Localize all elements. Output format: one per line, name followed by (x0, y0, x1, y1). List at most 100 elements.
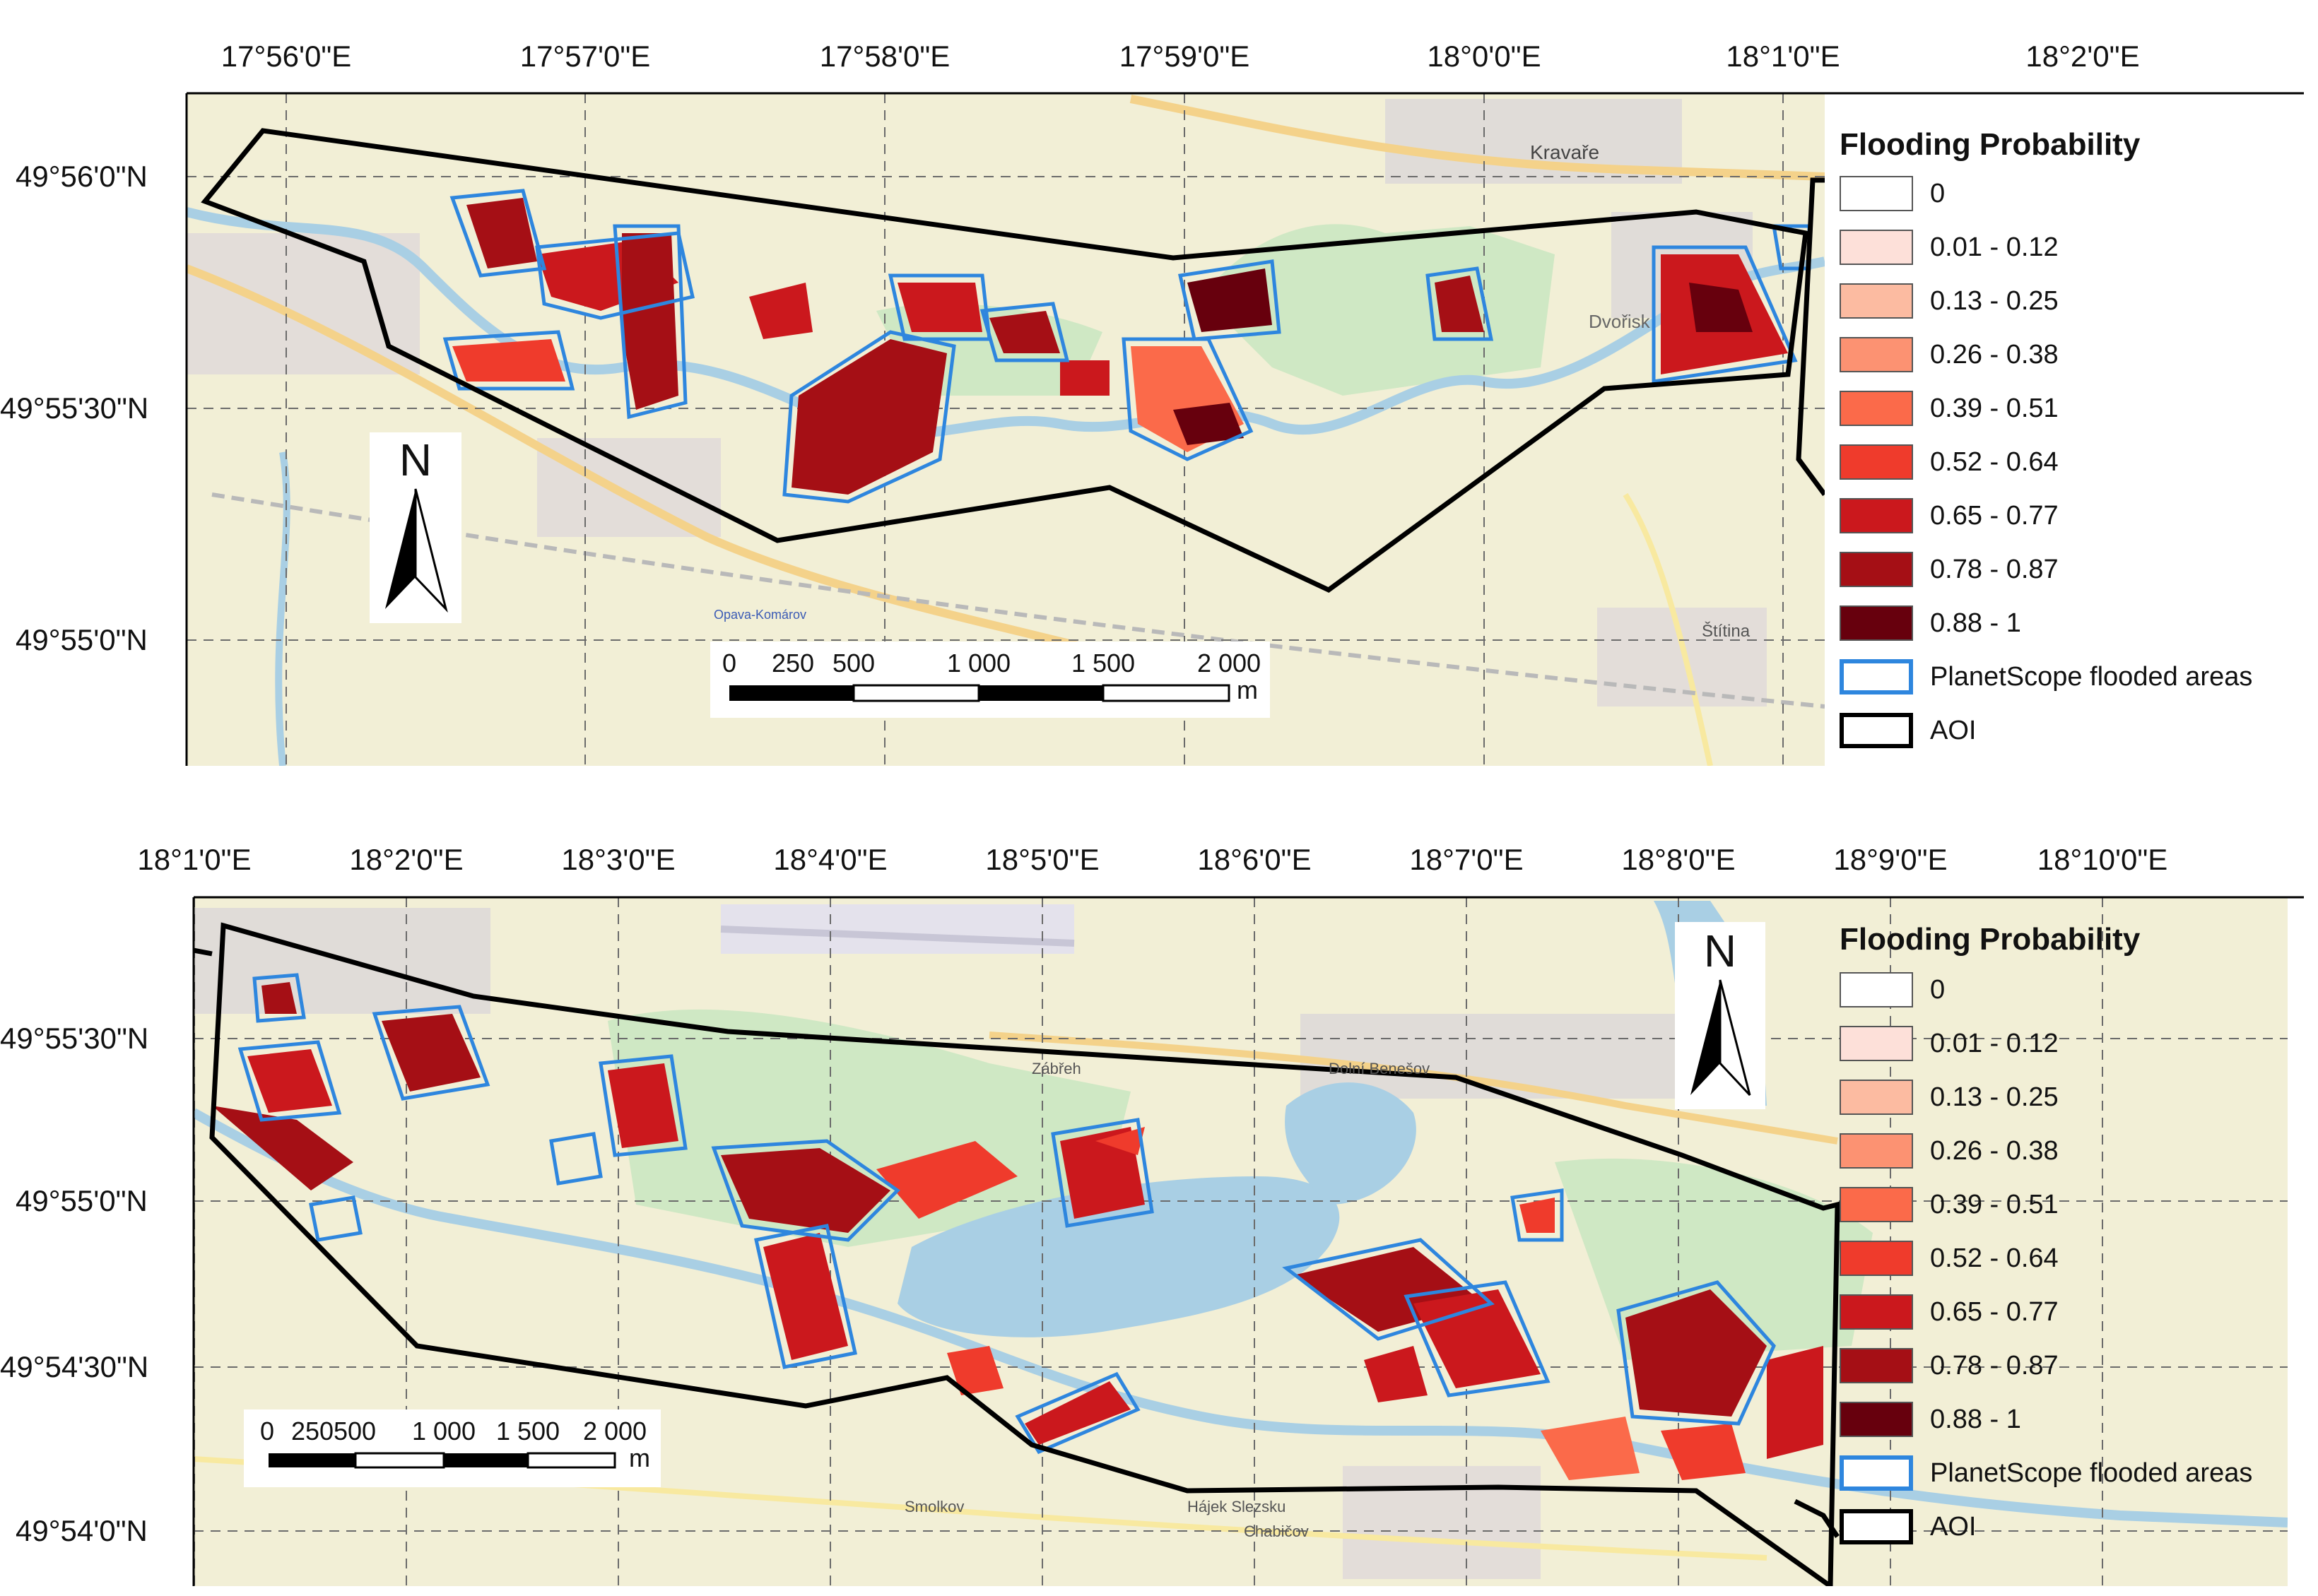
place-label: Kravaře (1530, 141, 1600, 163)
swatch (1840, 1187, 1913, 1222)
flood-patch (1661, 1424, 1746, 1480)
lake (898, 1176, 1340, 1337)
lon-label: 18°0'0"E (1427, 40, 1541, 73)
lon-label: 18°1'0"E (137, 843, 252, 876)
flood-patches (212, 982, 1823, 1480)
flood-patch (1519, 1198, 1555, 1233)
scale-label: 1 000 (411, 1417, 476, 1446)
legend-label: 0.26 - 0.38 (1930, 339, 2059, 370)
planetscope-outlines (237, 973, 1776, 1455)
flood-patch (1625, 1289, 1767, 1417)
legend-label: 0.01 - 0.12 (1930, 1028, 2059, 1058)
flood-patch (382, 1014, 481, 1092)
place-label: Dolní Benešov (1329, 1060, 1430, 1077)
legend-label: 0.26 - 0.38 (1930, 1135, 2059, 1166)
flood-patch (749, 283, 813, 339)
legend: Flooding Probability 0 0.01 - 0.12 0.13 … (1827, 113, 2307, 763)
legend-label: PlanetScope flooded areas (1930, 661, 2253, 692)
legend-row: 0.13 - 0.25 (1840, 1076, 2059, 1118)
swatch (1840, 1294, 1913, 1330)
flood-patch (1541, 1417, 1640, 1480)
swatch (1840, 230, 1913, 265)
legend-label: 0.88 - 1 (1930, 1404, 2021, 1434)
swatch (1840, 972, 1913, 1007)
flood-patch (622, 233, 678, 410)
flood-patch (1187, 268, 1272, 332)
lon-label: 18°5'0"E (985, 843, 1100, 876)
flood-patch (763, 1233, 848, 1360)
lon-label: 18°3'0"E (561, 843, 676, 876)
flood-patch (1060, 360, 1110, 396)
lon-label: 17°58'0"E (819, 40, 951, 73)
legend-label: 0.52 - 0.64 (1930, 447, 2059, 477)
swatch (1840, 1402, 1913, 1437)
north-arrow: N (1675, 922, 1765, 1109)
legend-row: AOI (1840, 709, 1976, 752)
swatch (1840, 552, 1913, 587)
aoi-boundary (194, 947, 1840, 1538)
scale-label: 2 000 (1196, 649, 1261, 678)
legend-row: PlanetScope flooded areas (1840, 1452, 2252, 1494)
scale-label: 500 (333, 1417, 377, 1446)
lon-label: 18°7'0"E (1409, 843, 1524, 876)
swatch (1840, 605, 1913, 641)
legend-row: AOI (1840, 1506, 1976, 1548)
swatch (1840, 283, 1913, 319)
legend-label: 0.65 - 0.77 (1930, 500, 2059, 531)
flood-patch (898, 283, 982, 332)
swatch (1840, 176, 1913, 211)
lon-label: 17°56'0"E (220, 40, 352, 73)
lat-label: 49°54'0"N (16, 1514, 148, 1547)
flood-patch (1767, 1346, 1823, 1459)
place-label: Štítina (1702, 622, 1751, 641)
legend-row: 0.01 - 0.12 (1840, 226, 2059, 268)
legend-row: 0 (1840, 969, 1945, 1011)
lake (1285, 1082, 1416, 1205)
swatch (1840, 391, 1913, 426)
flood-patches (452, 198, 1788, 495)
flood-patch (1364, 1346, 1428, 1402)
legend-row: 0.88 - 1 (1840, 1398, 2021, 1441)
road (1129, 95, 1825, 181)
swatch (1840, 498, 1913, 533)
legend-label: 0 (1930, 178, 1946, 208)
lat-label: 49°55'0"N (16, 1184, 148, 1217)
legend-label: PlanetScope flooded areas (1930, 1458, 2253, 1488)
flood-patch (1025, 1381, 1131, 1445)
legend-row: 0.13 - 0.25 (1840, 280, 2059, 322)
flood-patch (1173, 403, 1244, 445)
aoi-boundary (201, 128, 1808, 593)
legend-title: Flooding Probability (1840, 922, 2141, 957)
vegetation (1201, 224, 1555, 396)
bottom-map-panel: 18°1'0"E 18°2'0"E 18°3'0"E 18°4'0"E 18°5… (0, 809, 2318, 1596)
legend-label: 0.52 - 0.64 (1930, 1243, 2059, 1273)
legend-label: 0.13 - 0.25 (1930, 285, 2059, 316)
legend-label: 0.39 - 0.51 (1930, 393, 2059, 423)
legend-row: 0.26 - 0.38 (1840, 1130, 2059, 1172)
north-letter: N (399, 435, 433, 485)
flood-patch (1413, 1289, 1541, 1388)
lon-label: 18°2'0"E (2025, 40, 2140, 73)
flood-patch (247, 1049, 332, 1113)
road (989, 1032, 1838, 1145)
vegetation (1555, 1158, 1873, 1360)
legend-row: 0.78 - 0.87 (1840, 548, 2059, 591)
legend-row: 0 (1840, 172, 1945, 215)
flood-patch (876, 1141, 1018, 1219)
legend-label: AOI (1930, 715, 1977, 745)
legend-title: Flooding Probability (1840, 127, 2141, 162)
swatch (1840, 1026, 1913, 1061)
place-label: Dvořisk (1589, 311, 1650, 332)
lat-label: 49°54'30"N (0, 1350, 149, 1383)
scale-label: 1 000 (946, 649, 1011, 678)
legend-row: 0.65 - 0.77 (1840, 1291, 2059, 1333)
aoi-boundary (209, 922, 1840, 1586)
scale-label: 500 (832, 649, 876, 678)
place-label: Smolkov (905, 1498, 965, 1515)
road (1623, 492, 1713, 766)
legend: Flooding Probability 0 0.01 - 0.12 0.13 … (1827, 922, 2307, 1572)
legend-row: 0.26 - 0.38 (1840, 333, 2059, 376)
legend-label: 0 (1930, 974, 1946, 1005)
top-map[interactable] (0, 0, 2318, 770)
lon-label: 18°9'0"E (1833, 843, 1948, 876)
